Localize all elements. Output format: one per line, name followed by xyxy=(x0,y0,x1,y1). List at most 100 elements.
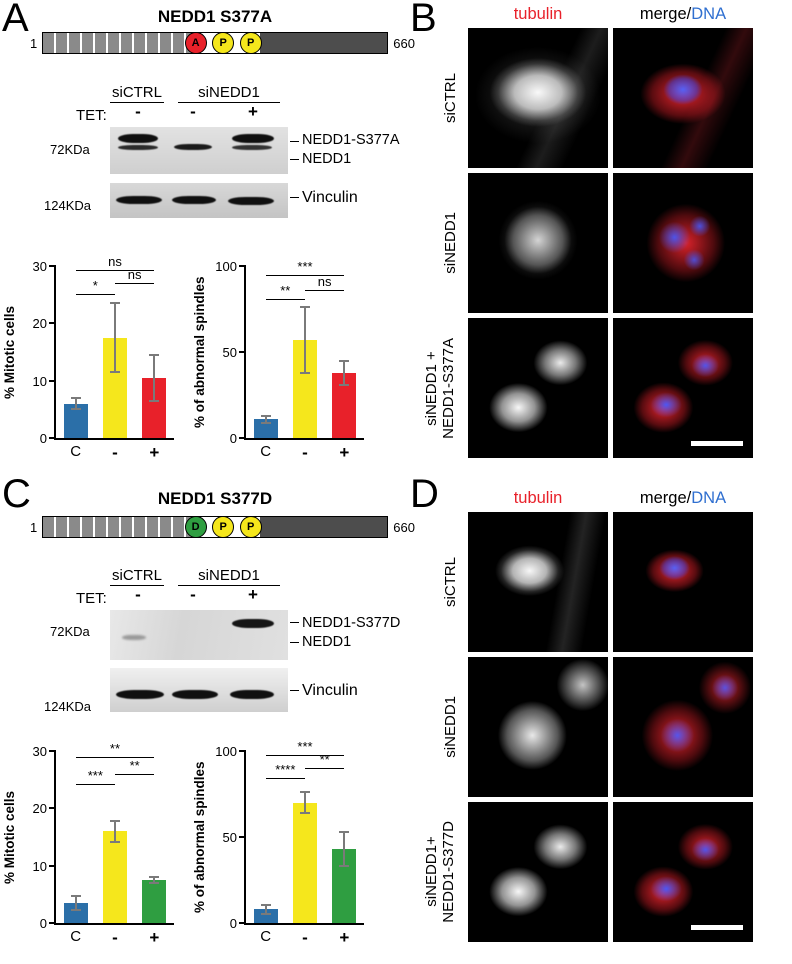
error-bar-cap xyxy=(300,306,310,309)
bar-- xyxy=(293,802,317,923)
error-bar-cap xyxy=(300,371,310,374)
row-label-text: siNEDD1 + NEDD1-S377A xyxy=(423,338,457,439)
y-tick-label: 30 xyxy=(32,259,47,274)
significance-label: ns xyxy=(317,273,332,289)
band-tick xyxy=(290,141,299,142)
significance-label: **** xyxy=(275,761,296,777)
merge-dna-column-header-d: merge/DNA xyxy=(613,489,753,508)
chart-abnormal-spindles-s377a: % of abnormal spindles 0 50 100 C - + ** ns *** xyxy=(192,252,388,468)
group-label-sinedd1-a: siNEDD1 xyxy=(178,84,280,103)
significance-label: ** xyxy=(129,758,140,774)
significance-line xyxy=(305,289,345,291)
western-blot-nedd1-a xyxy=(110,127,288,174)
y-tick xyxy=(49,807,56,810)
y-tick xyxy=(49,437,56,439)
merge-dna-column-header-b: merge/DNA xyxy=(613,5,753,24)
mw-marker-72: 72KDa xyxy=(50,142,90,157)
micrograph-sinedd1-merge-d xyxy=(613,657,753,797)
group-label-sictrl-a: siCTRL xyxy=(110,84,164,103)
y-tick-label: 50 xyxy=(222,830,237,845)
x-label--: - xyxy=(302,443,308,462)
error-bar-cap xyxy=(260,414,271,417)
error-bar-cap xyxy=(339,830,350,833)
error-bar-cap xyxy=(300,791,310,794)
residue-p1-icon: P xyxy=(212,32,235,54)
y-tick xyxy=(49,322,56,325)
significance-label: ns xyxy=(108,253,122,269)
band-tick xyxy=(290,642,299,643)
x-label--: - xyxy=(302,928,308,947)
panel-c-title: NEDD1 S377D xyxy=(157,489,273,508)
plot-area: 0 50 100 C - + ** ns *** xyxy=(215,259,364,462)
significance-line xyxy=(75,784,115,786)
c-terminal-domain xyxy=(260,33,388,53)
plot-area: 0 10 20 30 C - + *** ** ** xyxy=(33,741,174,947)
merge-label: merge/ xyxy=(639,489,692,507)
blot-band xyxy=(232,145,272,150)
error-bar-cap xyxy=(70,908,81,911)
error-bar-cap xyxy=(149,399,160,402)
tet-value: - xyxy=(190,102,196,121)
mw-marker-124: 124KDa xyxy=(44,198,91,213)
blot-band xyxy=(232,134,274,143)
panel-d-label: D xyxy=(410,472,439,516)
blot-band xyxy=(116,196,162,204)
tet-value: - xyxy=(135,585,141,604)
y-axis-label: % of abnormal spindles xyxy=(192,276,207,428)
error-bar-cap xyxy=(70,895,81,898)
significance-line xyxy=(265,275,345,277)
micrograph-rescue-merge-d xyxy=(613,802,753,942)
y-tick xyxy=(239,351,246,353)
schematic-start: 1 xyxy=(30,35,38,51)
bar-C xyxy=(253,909,278,923)
residue-p2-icon: P xyxy=(239,516,262,538)
bar-C xyxy=(253,419,278,438)
tet-label-c: TET: xyxy=(76,590,107,607)
x-label-C: C xyxy=(260,928,272,945)
error-bar xyxy=(343,360,346,385)
error-bar-cap xyxy=(260,912,271,915)
micrograph-rescue-tubulin-d xyxy=(468,802,608,942)
band-tick xyxy=(290,690,299,691)
band-tick xyxy=(290,159,299,160)
micrograph-sictrl-merge-d xyxy=(613,512,753,652)
error-bar xyxy=(114,303,116,373)
blot-band xyxy=(116,690,164,699)
x-label--: - xyxy=(112,443,118,462)
y-tick xyxy=(49,864,56,867)
y-tick xyxy=(49,265,56,267)
y-tick xyxy=(239,836,246,838)
error-bar-cap xyxy=(339,359,350,362)
error-bar-cap xyxy=(149,876,160,879)
significance-label: *** xyxy=(297,259,313,275)
row-label-text: siCTRL xyxy=(441,556,459,607)
schematic-end: 660 xyxy=(393,519,415,535)
y-tick-label: 100 xyxy=(215,259,237,274)
row-label-sinedd1-b: siNEDD1 xyxy=(436,173,464,313)
row-label-line2: NEDD1-S377D xyxy=(440,821,457,923)
wd40-repeats xyxy=(43,33,195,53)
significance-line xyxy=(305,768,345,770)
error-bar-cap xyxy=(260,903,271,906)
error-bar-cap xyxy=(70,408,81,411)
y-tick-label: 20 xyxy=(32,801,47,817)
tubulin-column-header-b: tubulin xyxy=(513,5,563,23)
group-label-sinedd1-c: siNEDD1 xyxy=(178,567,280,586)
significance-line xyxy=(115,774,155,776)
band-label-s377d: NEDD1-S377D xyxy=(302,615,401,631)
y-tick xyxy=(239,922,246,924)
error-bar xyxy=(74,397,77,410)
row-label-text: siCTRL xyxy=(441,72,459,123)
y-tick-label: 0 xyxy=(39,916,47,931)
tet-label-a: TET: xyxy=(76,107,107,124)
tet-value: + xyxy=(248,102,258,121)
band-label-s377a: NEDD1-S377A xyxy=(302,132,400,148)
y-tick xyxy=(239,437,246,439)
micrograph-sictrl-tubulin-b xyxy=(468,28,608,168)
significance-line xyxy=(75,293,115,295)
error-bar-cap xyxy=(149,881,160,884)
panel-a-label: A xyxy=(2,0,29,40)
residue-d-icon: D xyxy=(184,516,207,538)
x-label-C: C xyxy=(70,928,82,945)
